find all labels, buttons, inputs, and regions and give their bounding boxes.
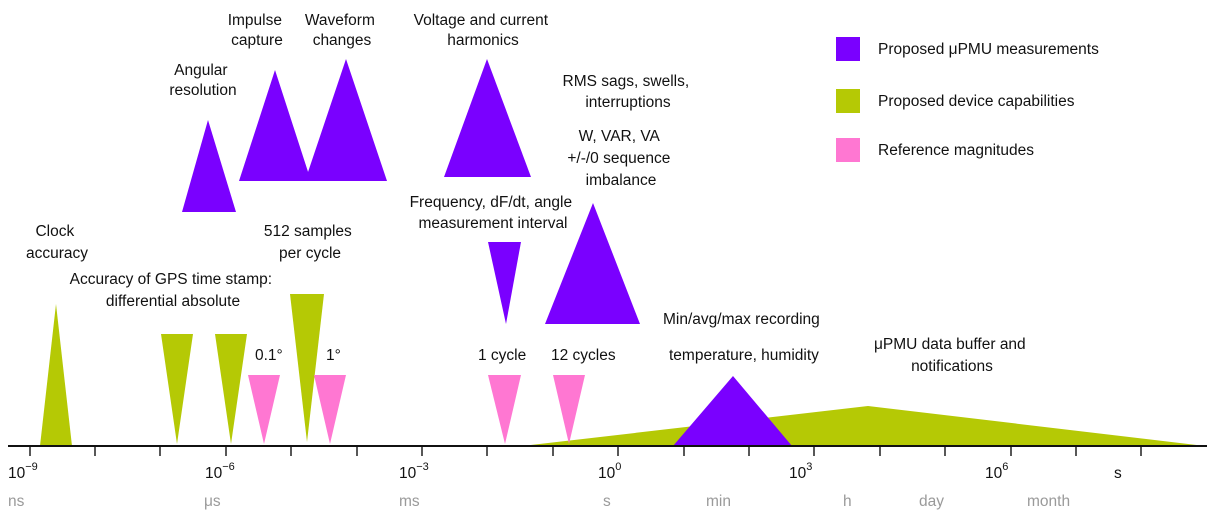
waveform-changes-shape [305, 59, 387, 181]
legend-label-reference: Reference magnitudes [878, 142, 1034, 159]
unit-day: day [919, 493, 944, 510]
unit-h: h [843, 493, 852, 510]
legend-swatch-green [836, 89, 860, 113]
label-data-buffer: μPMU data buffer and notifications [874, 336, 1030, 375]
legend-label-capabilities: Proposed device capabilities [878, 93, 1075, 110]
gps-absolute-shape [215, 334, 247, 444]
annotations: Impulse capture Waveform changes Voltage… [26, 12, 1030, 375]
label-0-1-degree: 0.1° [255, 347, 283, 364]
label-waveform-changes: Waveform changes [305, 12, 379, 49]
unit-us: μs [204, 493, 221, 510]
label-frequency: Frequency, dF/dt, angle measurement inte… [410, 194, 577, 232]
tick-label-1e6: 106 [985, 461, 1008, 482]
label-1-degree: 1° [326, 347, 341, 364]
label-rms: RMS sags, swells, interruptions [563, 73, 694, 111]
deg-1-shape [314, 375, 346, 444]
time-axis: 10−9 10−6 10−3 100 103 106 s ns μs ms s … [8, 445, 1207, 510]
axis-minor-ticks [29, 446, 1142, 456]
tick-label-1e-3: 10−3 [399, 461, 429, 482]
tick-label-1e0: 100 [598, 461, 621, 482]
label-clock-accuracy: Clock accuracy [26, 223, 88, 262]
shapes-layer [40, 59, 1205, 446]
label-min-avg-max: Min/avg/max recording [663, 311, 820, 328]
tick-label-1e-6: 10−6 [205, 461, 235, 482]
label-12-cycles: 12 cycles [551, 347, 616, 364]
clock-accuracy-shape [40, 304, 72, 446]
min-avg-max-shape [673, 376, 792, 446]
label-power-sequence: W, VAR, VA +/-/0 sequence imbalance [567, 128, 674, 189]
gps-differential-shape [161, 334, 193, 444]
rms-power-shape [545, 203, 640, 324]
unit-s: s [603, 493, 611, 510]
label-angular-resolution: Angular resolution [169, 62, 236, 99]
cycle-12-shape [553, 375, 585, 444]
axis-unit-symbol: s [1114, 465, 1122, 482]
data-buffer-shape [522, 406, 1205, 446]
legend-label-measurements: Proposed μPMU measurements [878, 41, 1099, 58]
label-512-samples: 512 samples per cycle [264, 223, 356, 262]
tick-label-1e-9: 10−9 [8, 461, 38, 482]
label-impulse-capture: Impulse capture [228, 12, 287, 49]
label-1-cycle: 1 cycle [478, 347, 526, 364]
unit-min: min [706, 493, 731, 510]
unit-month: month [1027, 493, 1070, 510]
label-temperature-humidity: temperature, humidity [669, 347, 819, 364]
tick-label-1e3: 103 [789, 461, 812, 482]
impulse-capture-shape [239, 70, 311, 181]
harmonics-shape [444, 59, 531, 177]
deg-01-shape [248, 375, 280, 444]
cycle-1-shape [488, 375, 521, 444]
unit-ms: ms [399, 493, 420, 510]
legend-swatch-purple [836, 37, 860, 61]
frequency-interval-shape [488, 242, 521, 324]
label-gps-accuracy: Accuracy of GPS time stamp: differential… [70, 271, 277, 310]
label-harmonics: Voltage and current harmonics [414, 12, 553, 49]
angular-resolution-shape [182, 120, 236, 212]
samples-per-cycle-shape [290, 294, 324, 442]
unit-ns: ns [8, 493, 25, 510]
legend: Proposed μPMU measurements Proposed devi… [836, 37, 1099, 162]
legend-swatch-pink [836, 138, 860, 162]
